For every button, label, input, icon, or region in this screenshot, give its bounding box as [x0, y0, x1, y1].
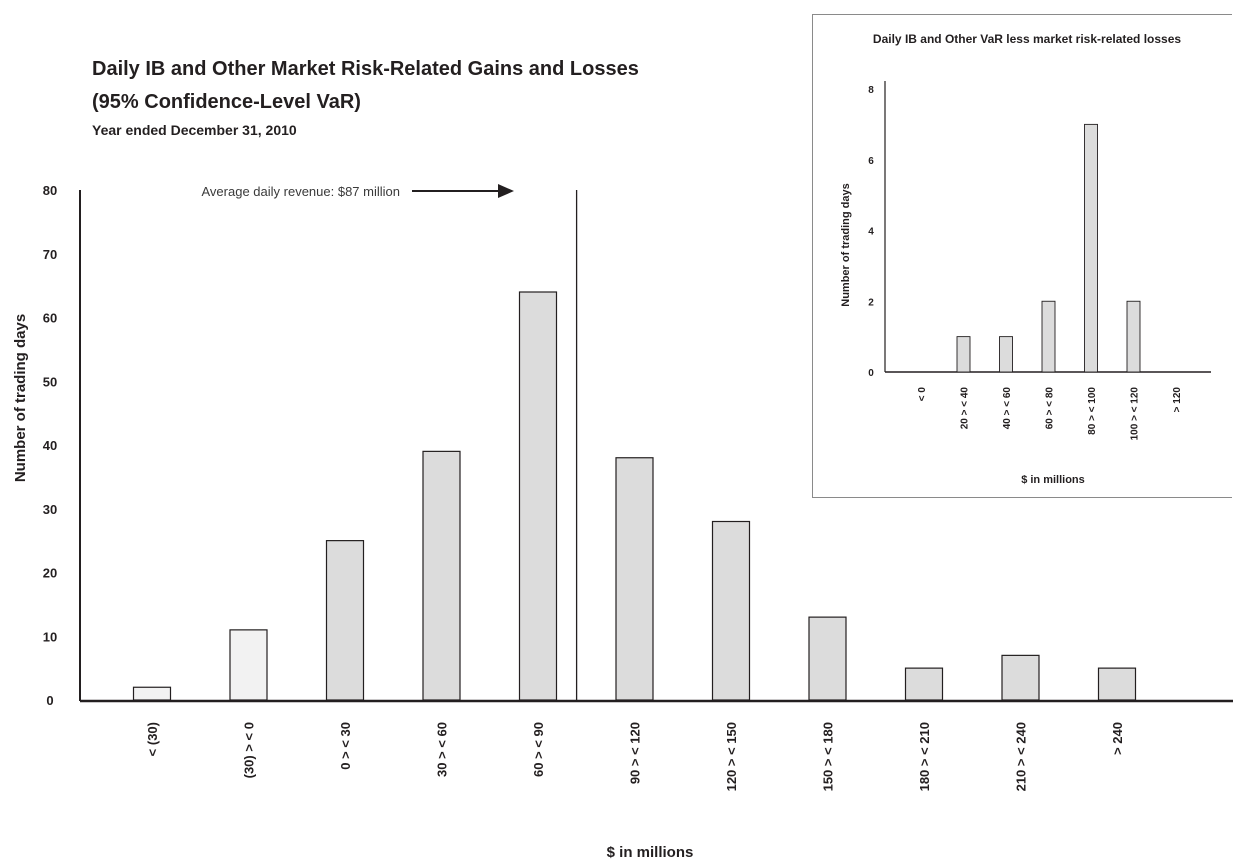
bar: [1097, 667, 1137, 701]
y-tick-label: 0: [46, 693, 53, 708]
inset-y-tick-label: 8: [868, 85, 874, 96]
x-tick-label: > 240: [1110, 722, 1125, 755]
x-tick-label: < (30): [145, 722, 160, 756]
x-tick-label: (30) > < 0: [242, 722, 257, 778]
inset-x-tick-label: > 120: [1172, 387, 1183, 413]
x-tick-label: 90 > < 120: [628, 722, 643, 784]
inset-y-tick-label: 6: [868, 156, 874, 167]
inset-x-tick-label: 20 > < 40: [960, 387, 971, 430]
bar: [808, 616, 847, 701]
x-tick-label: 120 > < 150: [724, 722, 739, 791]
bar: [422, 450, 461, 701]
x-tick-label: 30 > < 60: [435, 722, 450, 777]
main-bars: [132, 291, 1137, 701]
bar: [904, 667, 944, 701]
y-tick-label: 10: [43, 629, 57, 644]
average-revenue-marker: [412, 184, 578, 701]
inset-bar: [956, 336, 971, 373]
inset-bar: [999, 336, 1013, 373]
inset-y-tick-label: 4: [868, 227, 874, 238]
main-axes: [79, 190, 1233, 703]
y-tick-label: 20: [43, 566, 57, 581]
bar: [1001, 654, 1040, 701]
y-tick-label: 40: [43, 438, 57, 453]
main-x-tick-labels: < (30) (30) > < 0 0 > < 30 30 > < 60 60 > < …: [145, 722, 1125, 791]
inset-chart-panel: Daily IB and Other VaR less market risk-…: [812, 14, 1232, 498]
y-tick-label: 80: [43, 183, 57, 198]
x-tick-label: 180 > < 210: [917, 722, 932, 791]
inset-chart: Daily IB and Other VaR less market risk-…: [840, 32, 1211, 486]
x-tick-label: 0 > < 30: [338, 722, 353, 770]
bar: [325, 540, 365, 701]
inset-y-tick-label: 0: [868, 368, 874, 379]
inset-x-tick-label: 80 > < 100: [1087, 387, 1098, 435]
inset-x-tick-labels: < 0 20 > < 40 40 > < 60 60 > < 80 80 > < 100…: [917, 387, 1183, 441]
bar: [229, 629, 268, 701]
y-tick-label: 60: [43, 311, 57, 326]
y-tick-label: 50: [43, 374, 57, 389]
arrow-head: [498, 184, 514, 198]
inset-bar: [1041, 300, 1056, 373]
inset-x-tick-label: < 0: [917, 387, 928, 402]
inset-y-ticks: 0 2 4 6 8: [868, 85, 874, 379]
bar: [518, 291, 558, 701]
x-axis-label: $ in millions: [607, 844, 694, 861]
inset-x-tick-label: 100 > < 120: [1130, 387, 1141, 441]
bar: [132, 686, 172, 701]
inset-bar: [1126, 300, 1141, 373]
inset-bar: [1084, 123, 1098, 373]
x-tick-label: 210 > < 240: [1014, 722, 1029, 791]
y-axis-label: Number of trading days: [12, 314, 29, 482]
inset-x-axis-label: $ in millions: [1021, 474, 1085, 486]
chart-subtitle: (95% Confidence-Level VaR): [92, 91, 361, 113]
inset-x-tick-label: 60 > < 80: [1045, 387, 1056, 430]
y-tick-label: 30: [43, 502, 57, 517]
average-revenue-note: Average daily revenue: $87 million: [202, 184, 401, 199]
bar: [615, 457, 654, 701]
chart-title: Daily IB and Other Market Risk-Related G…: [92, 58, 639, 80]
inset-x-tick-label: 40 > < 60: [1002, 387, 1013, 430]
inset-chart-title: Daily IB and Other VaR less market risk-…: [873, 32, 1181, 46]
x-tick-label: 60 > < 90: [531, 722, 546, 777]
chart-period: Year ended December 31, 2010: [92, 122, 297, 138]
inset-bars: [914, 123, 1183, 373]
bar: [711, 520, 751, 701]
inset-y-axis-label: Number of trading days: [840, 183, 852, 306]
inset-y-tick-label: 2: [868, 297, 874, 308]
y-tick-label: 70: [43, 247, 57, 262]
main-y-ticks: 0 10 20 30 40 50 60 70 80: [43, 183, 57, 708]
x-tick-label: 150 > < 180: [821, 722, 836, 791]
